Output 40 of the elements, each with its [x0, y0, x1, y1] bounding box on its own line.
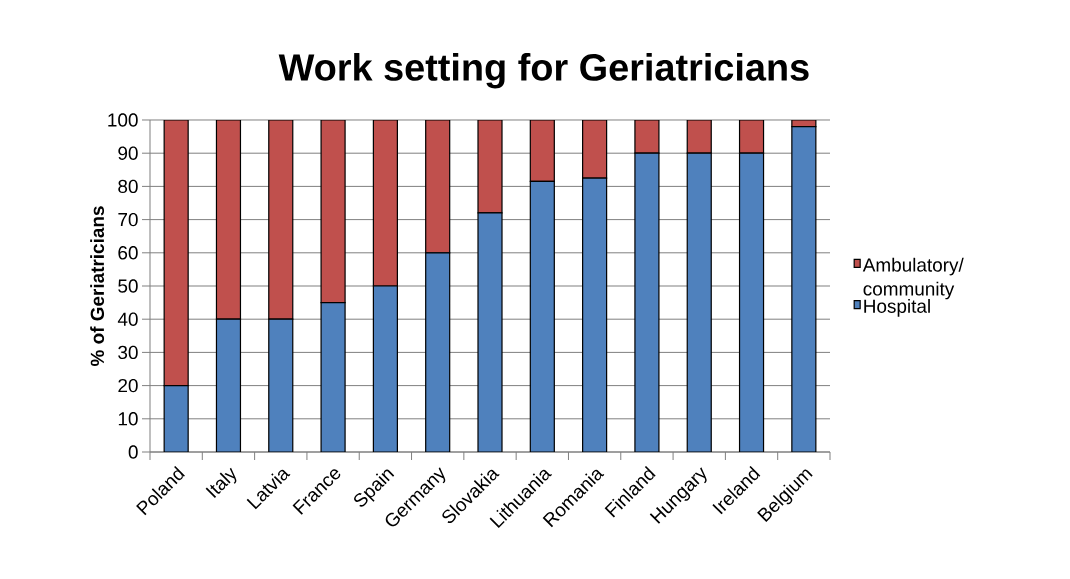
- bar: [738, 152, 765, 452]
- y-tick-label: 70: [118, 212, 138, 227]
- y-tick-label: 100: [108, 113, 138, 127]
- y-axis-title: % of Geriatricians: [90, 206, 105, 367]
- bar: [791, 126, 817, 452]
- bar: [634, 152, 660, 452]
- bar: [529, 120, 555, 183]
- bar: [477, 120, 503, 214]
- y-tick-label: 20: [118, 378, 138, 393]
- y-tick-label: 80: [118, 179, 138, 194]
- bar: [582, 177, 608, 452]
- bar: [268, 120, 294, 320]
- bar: [686, 152, 712, 452]
- bar: [425, 120, 451, 254]
- legend-label: Hospital: [864, 298, 930, 317]
- bar: [529, 180, 555, 452]
- y-tick-label: 60: [118, 246, 138, 260]
- chart-title: Work setting for Geriatricians: [278, 53, 809, 89]
- y-tick-label: 0: [128, 445, 138, 459]
- bar: [686, 120, 712, 154]
- bar: [372, 120, 398, 287]
- y-tick-label: 50: [118, 279, 138, 293]
- legend-label: Ambulatory/ community: [862, 257, 964, 300]
- y-tick-label: 10: [118, 412, 138, 426]
- bar: [215, 120, 242, 320]
- bar: [372, 285, 398, 452]
- bar: [738, 120, 765, 154]
- bar: [425, 252, 451, 452]
- y-tick-label: 30: [118, 345, 138, 360]
- bar: [320, 120, 346, 304]
- bar: [320, 302, 346, 452]
- bar: [582, 120, 608, 179]
- bar: [163, 385, 189, 452]
- bar: [268, 318, 294, 452]
- bar: [163, 120, 189, 387]
- y-tick-label: 90: [118, 146, 138, 160]
- bar: [215, 318, 242, 452]
- x-tick-label: Italy: [205, 467, 237, 498]
- y-tick-label: 40: [117, 312, 138, 326]
- bar: [477, 212, 503, 452]
